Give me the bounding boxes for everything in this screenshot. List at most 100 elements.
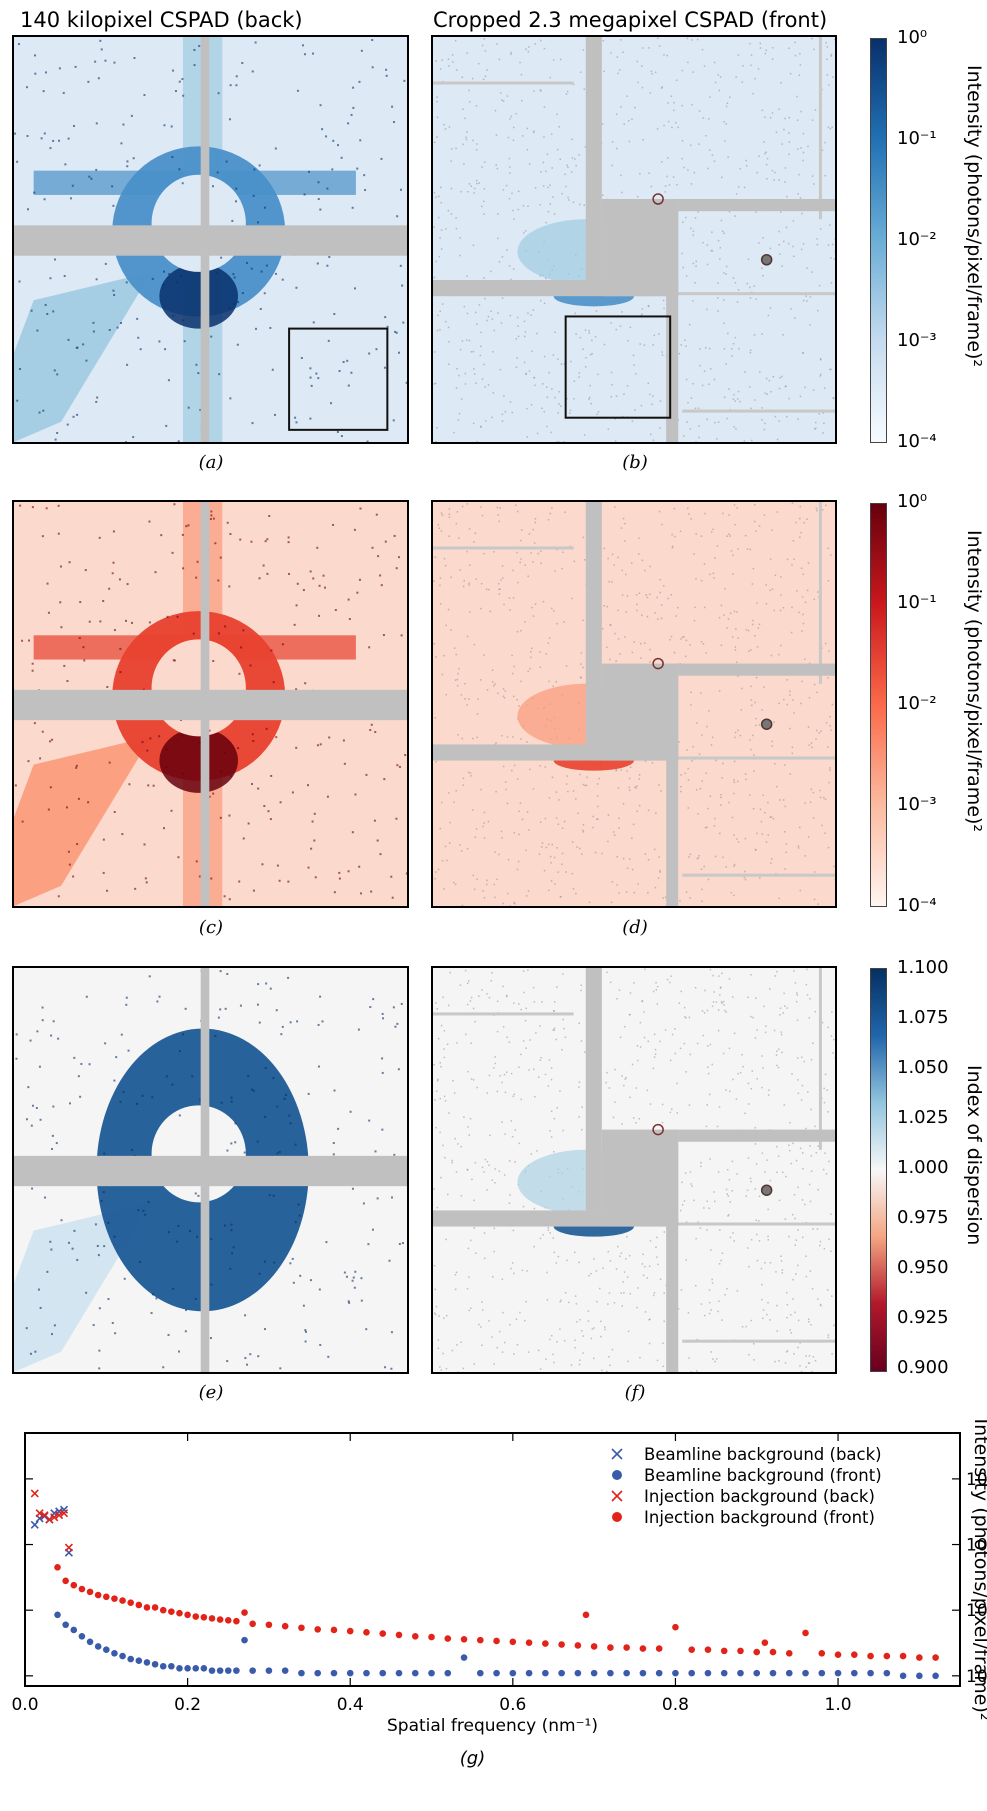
left-column-title: 140 kilopixel CSPAD (back)	[20, 8, 303, 32]
data-point-dot	[899, 1652, 907, 1660]
colorbar-blues-title: Intensity (photons/pixel/frame)²	[963, 65, 985, 368]
data-point-dot	[623, 1669, 630, 1677]
data-point-dot	[655, 1669, 663, 1677]
panel-f-front-dispersion	[431, 966, 837, 1374]
data-point-dot	[558, 1641, 565, 1648]
data-point-dot	[216, 1667, 224, 1674]
data-point-dot	[867, 1669, 874, 1677]
data-point-dot	[208, 1667, 216, 1674]
data-point-dot	[200, 1613, 208, 1621]
detector-image	[14, 37, 407, 442]
colorbar-dispersion-tick: 1.075	[897, 1007, 949, 1028]
data-point-dot	[281, 1667, 289, 1674]
detector-image	[433, 968, 835, 1372]
y-tick-label: 10⁻³	[966, 1601, 987, 1621]
data-point-dot	[233, 1617, 240, 1625]
data-point-dot	[127, 1599, 134, 1607]
data-point-dot	[135, 1601, 143, 1609]
data-point-dot	[411, 1633, 419, 1640]
x-axis-ticks: 0.0 0.2 0.4 0.6 0.8 1.0	[11, 1433, 852, 1715]
panel-e-back-dispersion	[12, 966, 409, 1374]
legend-entry: Injection background (front)	[644, 1508, 875, 1527]
legend: Beamline background (back) Beamline backg…	[611, 1445, 882, 1527]
data-point-dot	[176, 1665, 183, 1672]
plot-frame	[24, 1432, 961, 1687]
colorbar-dispersion-title: Index of dispersion	[963, 1065, 985, 1246]
data-point-x	[59, 1509, 69, 1518]
data-point-dot	[753, 1669, 761, 1677]
data-point-dot	[119, 1597, 126, 1604]
spatial-frequency-scatter-plot: 0.0 0.2 0.4 0.6 0.8 1.0 10⁻¹ 10⁻² 10⁻³ 10⁻⁴ Beam…	[11, 1418, 987, 1769]
data-point-dot	[834, 1669, 842, 1677]
y-axis-label: Intensity (photons/pixel/frame)²	[970, 1418, 987, 1720]
colorbar-blues	[870, 38, 887, 443]
data-point-dot	[151, 1660, 159, 1668]
data-point-dot	[208, 1615, 216, 1622]
panel-d-front-red	[431, 500, 837, 908]
data-point-dot	[216, 1616, 224, 1623]
x-axis-label: Spatial frequency (nm⁻¹)	[387, 1716, 598, 1736]
data-point-dot	[493, 1637, 500, 1645]
data-point-dot	[542, 1640, 549, 1647]
data-point-dot	[62, 1621, 69, 1629]
data-point-dot	[298, 1624, 305, 1632]
y-tick-label: 10⁻¹	[966, 1470, 987, 1490]
data-point-dot	[834, 1651, 842, 1658]
colorbar-reds-tick: 10⁰	[897, 491, 928, 512]
data-point-dot	[509, 1669, 517, 1677]
data-point-dot	[330, 1626, 338, 1634]
data-point-dot	[460, 1636, 468, 1643]
panel-label-b: (b)	[622, 452, 648, 473]
data-point-dot	[54, 1611, 61, 1619]
colorbar-blues-tick: 10⁻¹	[897, 128, 937, 149]
data-point-dot	[883, 1652, 891, 1660]
x-tick-label: 0.6	[499, 1695, 526, 1715]
data-point-dot	[265, 1621, 273, 1629]
colorbar-reds-tick: 10⁻⁴	[897, 895, 937, 916]
data-point-dot	[70, 1581, 78, 1589]
data-point-dot	[720, 1647, 728, 1655]
data-point-dot	[655, 1645, 663, 1652]
colorbar-dispersion-tick: 1.050	[897, 1057, 949, 1078]
data-point-x	[45, 1515, 54, 1524]
colorbar-reds-tick: 10⁻²	[897, 693, 937, 714]
data-point-dot	[314, 1626, 321, 1633]
data-point-dot	[916, 1654, 923, 1661]
data-point-dot	[143, 1659, 151, 1666]
data-point-dot	[509, 1638, 517, 1646]
data-point-dot	[899, 1672, 907, 1680]
data-point-dot	[127, 1655, 134, 1663]
data-point-dot	[867, 1652, 874, 1660]
data-point-dot	[639, 1669, 647, 1677]
detector-image	[433, 37, 835, 442]
data-point-dot	[590, 1643, 598, 1650]
data-point-dot	[200, 1665, 208, 1672]
legend-marker	[612, 1470, 622, 1480]
data-point-dot	[249, 1620, 256, 1628]
data-point-dot	[607, 1669, 614, 1677]
data-point-dot	[192, 1613, 200, 1620]
data-point-dot	[883, 1669, 891, 1677]
colorbar-reds-title: Intensity (photons/pixel/frame)²	[963, 530, 985, 833]
data-point-dot	[265, 1667, 273, 1674]
data-point-dot	[916, 1672, 923, 1680]
data-point-dot	[672, 1669, 679, 1677]
data-point-dot	[159, 1606, 167, 1614]
data-point-dot	[477, 1636, 484, 1644]
data-point-dot	[151, 1604, 159, 1611]
data-point-dot	[86, 1638, 94, 1646]
data-point-dot	[623, 1644, 630, 1651]
data-point-dot	[395, 1631, 403, 1639]
data-point-dot	[428, 1669, 435, 1677]
panel-label-c: (c)	[198, 917, 224, 938]
colorbar-dispersion-tick: 0.925	[897, 1307, 949, 1328]
y-tick-label: 10⁻⁴	[966, 1667, 987, 1687]
data-point-dot	[525, 1639, 533, 1646]
data-point-dot	[70, 1626, 78, 1634]
data-point-dot	[672, 1623, 679, 1631]
data-point-dot	[184, 1665, 191, 1672]
panel-label-g: (g)	[460, 1748, 485, 1769]
data-point-dot	[493, 1669, 500, 1677]
legend-entry: Beamline background (front)	[644, 1466, 882, 1485]
data-point-dot	[78, 1633, 86, 1640]
